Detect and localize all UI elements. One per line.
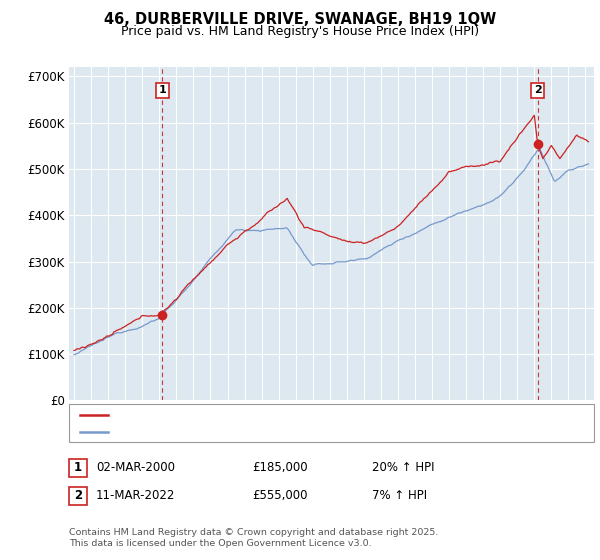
- Text: Price paid vs. HM Land Registry's House Price Index (HPI): Price paid vs. HM Land Registry's House …: [121, 25, 479, 38]
- Text: 7% ↑ HPI: 7% ↑ HPI: [372, 489, 427, 502]
- Text: 46, DURBERVILLE DRIVE, SWANAGE, BH19 1QW: 46, DURBERVILLE DRIVE, SWANAGE, BH19 1QW: [104, 12, 496, 27]
- Text: 1: 1: [158, 85, 166, 95]
- Text: 1: 1: [74, 461, 82, 474]
- Text: 2: 2: [534, 85, 541, 95]
- Text: 46, DURBERVILLE DRIVE, SWANAGE, BH19 1QW (detached house): 46, DURBERVILLE DRIVE, SWANAGE, BH19 1QW…: [114, 409, 475, 419]
- Text: £185,000: £185,000: [252, 461, 308, 474]
- Text: 11-MAR-2022: 11-MAR-2022: [96, 489, 175, 502]
- Text: 02-MAR-2000: 02-MAR-2000: [96, 461, 175, 474]
- Text: 20% ↑ HPI: 20% ↑ HPI: [372, 461, 434, 474]
- Text: £555,000: £555,000: [252, 489, 308, 502]
- Text: Contains HM Land Registry data © Crown copyright and database right 2025.
This d: Contains HM Land Registry data © Crown c…: [69, 528, 439, 548]
- Text: 2: 2: [74, 489, 82, 502]
- Text: HPI: Average price, detached house, Dorset: HPI: Average price, detached house, Dors…: [114, 427, 353, 437]
